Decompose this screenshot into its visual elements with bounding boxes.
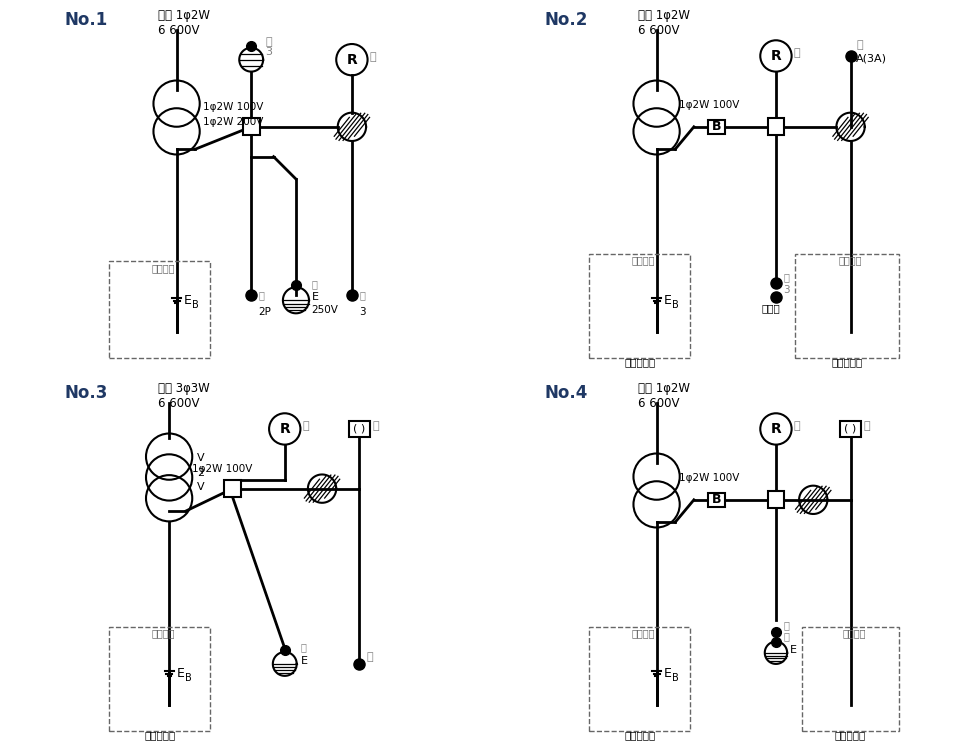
Text: イ: イ [783,621,789,630]
Text: イ: イ [794,48,801,58]
Text: R: R [347,53,357,66]
Text: E: E [177,667,184,680]
Text: イ: イ [265,37,272,48]
Text: 施工省略: 施工省略 [632,255,656,266]
Text: E: E [790,645,797,655]
Text: 6 600V: 6 600V [638,24,680,37]
Text: B: B [192,300,199,310]
Text: 電源 1φ2W: 電源 1φ2W [638,382,690,395]
Text: イ: イ [359,290,365,301]
Bar [589,254,690,358]
Text: 6 600V: 6 600V [158,24,200,37]
Text: 1φ2W 100V: 1φ2W 100V [679,100,739,110]
Text: 施工省略: 施工省略 [632,628,656,639]
Text: 1φ2W 100V: 1φ2W 100V [203,102,263,112]
Bar [243,119,259,135]
Bar [109,261,210,358]
Text: 3: 3 [359,307,366,317]
Text: 施工省略: 施工省略 [839,255,862,266]
Bar [768,119,784,135]
Text: 6 600V: 6 600V [638,397,680,410]
Bar [589,627,690,731]
Text: ロ: ロ [372,421,379,431]
Text: 施工省略: 施工省略 [152,628,176,639]
Text: 電源 3φ3W: 電源 3φ3W [158,382,209,395]
Text: 3: 3 [783,285,790,295]
Text: ロ: ロ [312,279,318,289]
Text: 他の負荷へ: 他の負荷へ [831,357,862,367]
Text: No.1: No.1 [64,11,108,29]
Text: 1φ2W 200V: 1φ2W 200V [203,117,263,127]
Text: No.4: No.4 [544,384,588,402]
Text: イ: イ [367,652,373,662]
Text: No.2: No.2 [544,11,588,29]
Text: B: B [711,493,721,507]
Text: ロ: ロ [258,290,265,301]
Text: イ: イ [794,421,801,431]
Text: R: R [771,49,781,63]
Text: R: R [771,422,781,436]
Text: E: E [664,294,672,307]
Text: 他の負荷へ: 他の負荷へ [835,730,866,740]
Text: V: V [197,483,204,492]
Text: 250V: 250V [312,305,339,316]
Text: V: V [197,453,204,463]
Text: B: B [184,673,192,683]
Text: 1φ2W 100V: 1φ2W 100V [191,464,252,474]
Bar [708,492,725,507]
Text: E: E [312,292,319,302]
Text: ( ): ( ) [845,424,856,434]
Bar [349,421,370,437]
Bar [795,254,900,358]
Text: イ: イ [864,421,870,431]
Text: B: B [672,300,679,310]
Text: 他の負荷へ: 他の負荷へ [144,730,176,740]
Text: E: E [664,667,672,680]
Text: 2P: 2P [258,307,272,317]
Bar [768,492,784,508]
Text: 施工省略: 施工省略 [843,628,866,639]
Text: 6 600V: 6 600V [158,397,200,410]
Text: 電源 1φ2W: 電源 1φ2W [158,9,210,22]
Text: イ: イ [302,421,309,431]
Bar [840,421,861,437]
Text: 他の負荷へ: 他の負荷へ [624,730,656,740]
Text: イ: イ [370,51,376,62]
Text: E: E [300,656,307,666]
Text: E: E [184,294,192,307]
Text: 2: 2 [197,468,204,477]
Text: 他の負荷へ: 他の負荷へ [624,357,656,367]
Text: 3: 3 [265,47,273,57]
Text: B: B [711,120,721,134]
Bar [802,627,900,731]
Bar [224,480,241,497]
Text: 電源 1φ2W: 電源 1φ2W [638,9,690,22]
Text: B: B [672,673,679,683]
Text: ( ): ( ) [353,424,366,434]
Text: 切替用: 切替用 [761,304,780,313]
Text: イ: イ [783,272,789,282]
Text: R: R [279,422,290,436]
Text: イ: イ [783,631,789,642]
Text: イ: イ [856,40,863,51]
Text: 1φ2W 100V: 1φ2W 100V [679,473,739,483]
Text: ロ: ロ [300,642,306,652]
Bar [708,120,725,134]
Text: No.3: No.3 [64,384,108,402]
Text: 施工省略: 施工省略 [152,263,176,273]
Text: A(3A): A(3A) [856,54,887,63]
Bar [109,627,210,731]
